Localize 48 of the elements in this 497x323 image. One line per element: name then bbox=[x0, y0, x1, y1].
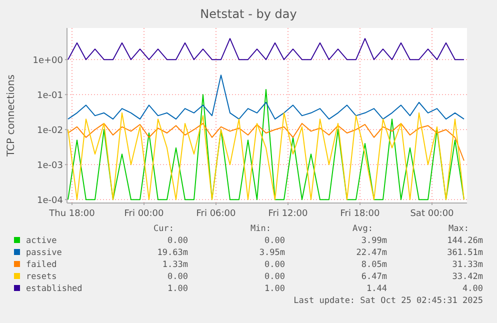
legend-label: resets bbox=[26, 272, 57, 282]
x-tick-label: Fri 12:00 bbox=[268, 209, 308, 219]
text: 0.00 bbox=[264, 236, 285, 246]
text: Min: bbox=[250, 224, 271, 234]
text: 1.00 bbox=[264, 284, 285, 294]
x-tick-label: Fri 18:00 bbox=[340, 209, 380, 219]
x-tick-label: Thu 18:00 bbox=[48, 209, 96, 219]
x-tick-label: Sat 00:00 bbox=[410, 209, 454, 219]
line-series bbox=[68, 88, 464, 200]
line-series bbox=[68, 74, 464, 120]
chart-title: Netstat - by day bbox=[200, 7, 297, 21]
text: 3.95m bbox=[259, 248, 285, 258]
text: 19.63m bbox=[157, 248, 188, 258]
text: 0.00 bbox=[264, 272, 285, 282]
y-tick-label: 1e-03 bbox=[37, 160, 63, 171]
legend-label: failed bbox=[26, 260, 57, 270]
text: 4.00 bbox=[462, 284, 483, 294]
text: 361.51m bbox=[447, 248, 483, 258]
text: 1.44 bbox=[366, 284, 387, 294]
x-tick-label: Fri 06:00 bbox=[196, 209, 236, 219]
legend-label: active bbox=[26, 236, 57, 246]
text: Max: bbox=[448, 224, 469, 234]
text: 1.00 bbox=[168, 284, 188, 294]
text: 8.05m bbox=[361, 260, 387, 270]
text: 0.00 bbox=[264, 260, 285, 270]
text: 33.42m bbox=[452, 272, 483, 282]
text: Cur: bbox=[154, 224, 174, 234]
line-series bbox=[68, 122, 464, 162]
text: 3.99m bbox=[361, 236, 387, 246]
text: 6.47m bbox=[361, 272, 387, 282]
y-tick-label: 1e-01 bbox=[37, 90, 63, 101]
text: Avg: bbox=[352, 224, 373, 234]
text: 0.00 bbox=[168, 236, 188, 246]
legend-label: passive bbox=[26, 248, 62, 258]
text: 1.33m bbox=[162, 260, 188, 270]
legend-label: established bbox=[26, 284, 82, 294]
text: Last update: Sat Oct 25 02:45:31 2025 bbox=[294, 296, 483, 306]
y-axis-title: TCP connections bbox=[6, 74, 17, 158]
y-tick-label: 1e-02 bbox=[37, 126, 63, 136]
text: 31.33m bbox=[452, 260, 483, 270]
text: 144.26m bbox=[447, 236, 483, 246]
line-series bbox=[68, 38, 464, 60]
text: 22.47m bbox=[356, 248, 387, 258]
text: 0.00 bbox=[168, 272, 188, 282]
y-tick-label: 1e+00 bbox=[32, 56, 64, 66]
y-tick-label: 1e-04 bbox=[37, 196, 64, 206]
line-series bbox=[68, 112, 464, 200]
x-tick-label: Fri 00:00 bbox=[124, 209, 164, 219]
